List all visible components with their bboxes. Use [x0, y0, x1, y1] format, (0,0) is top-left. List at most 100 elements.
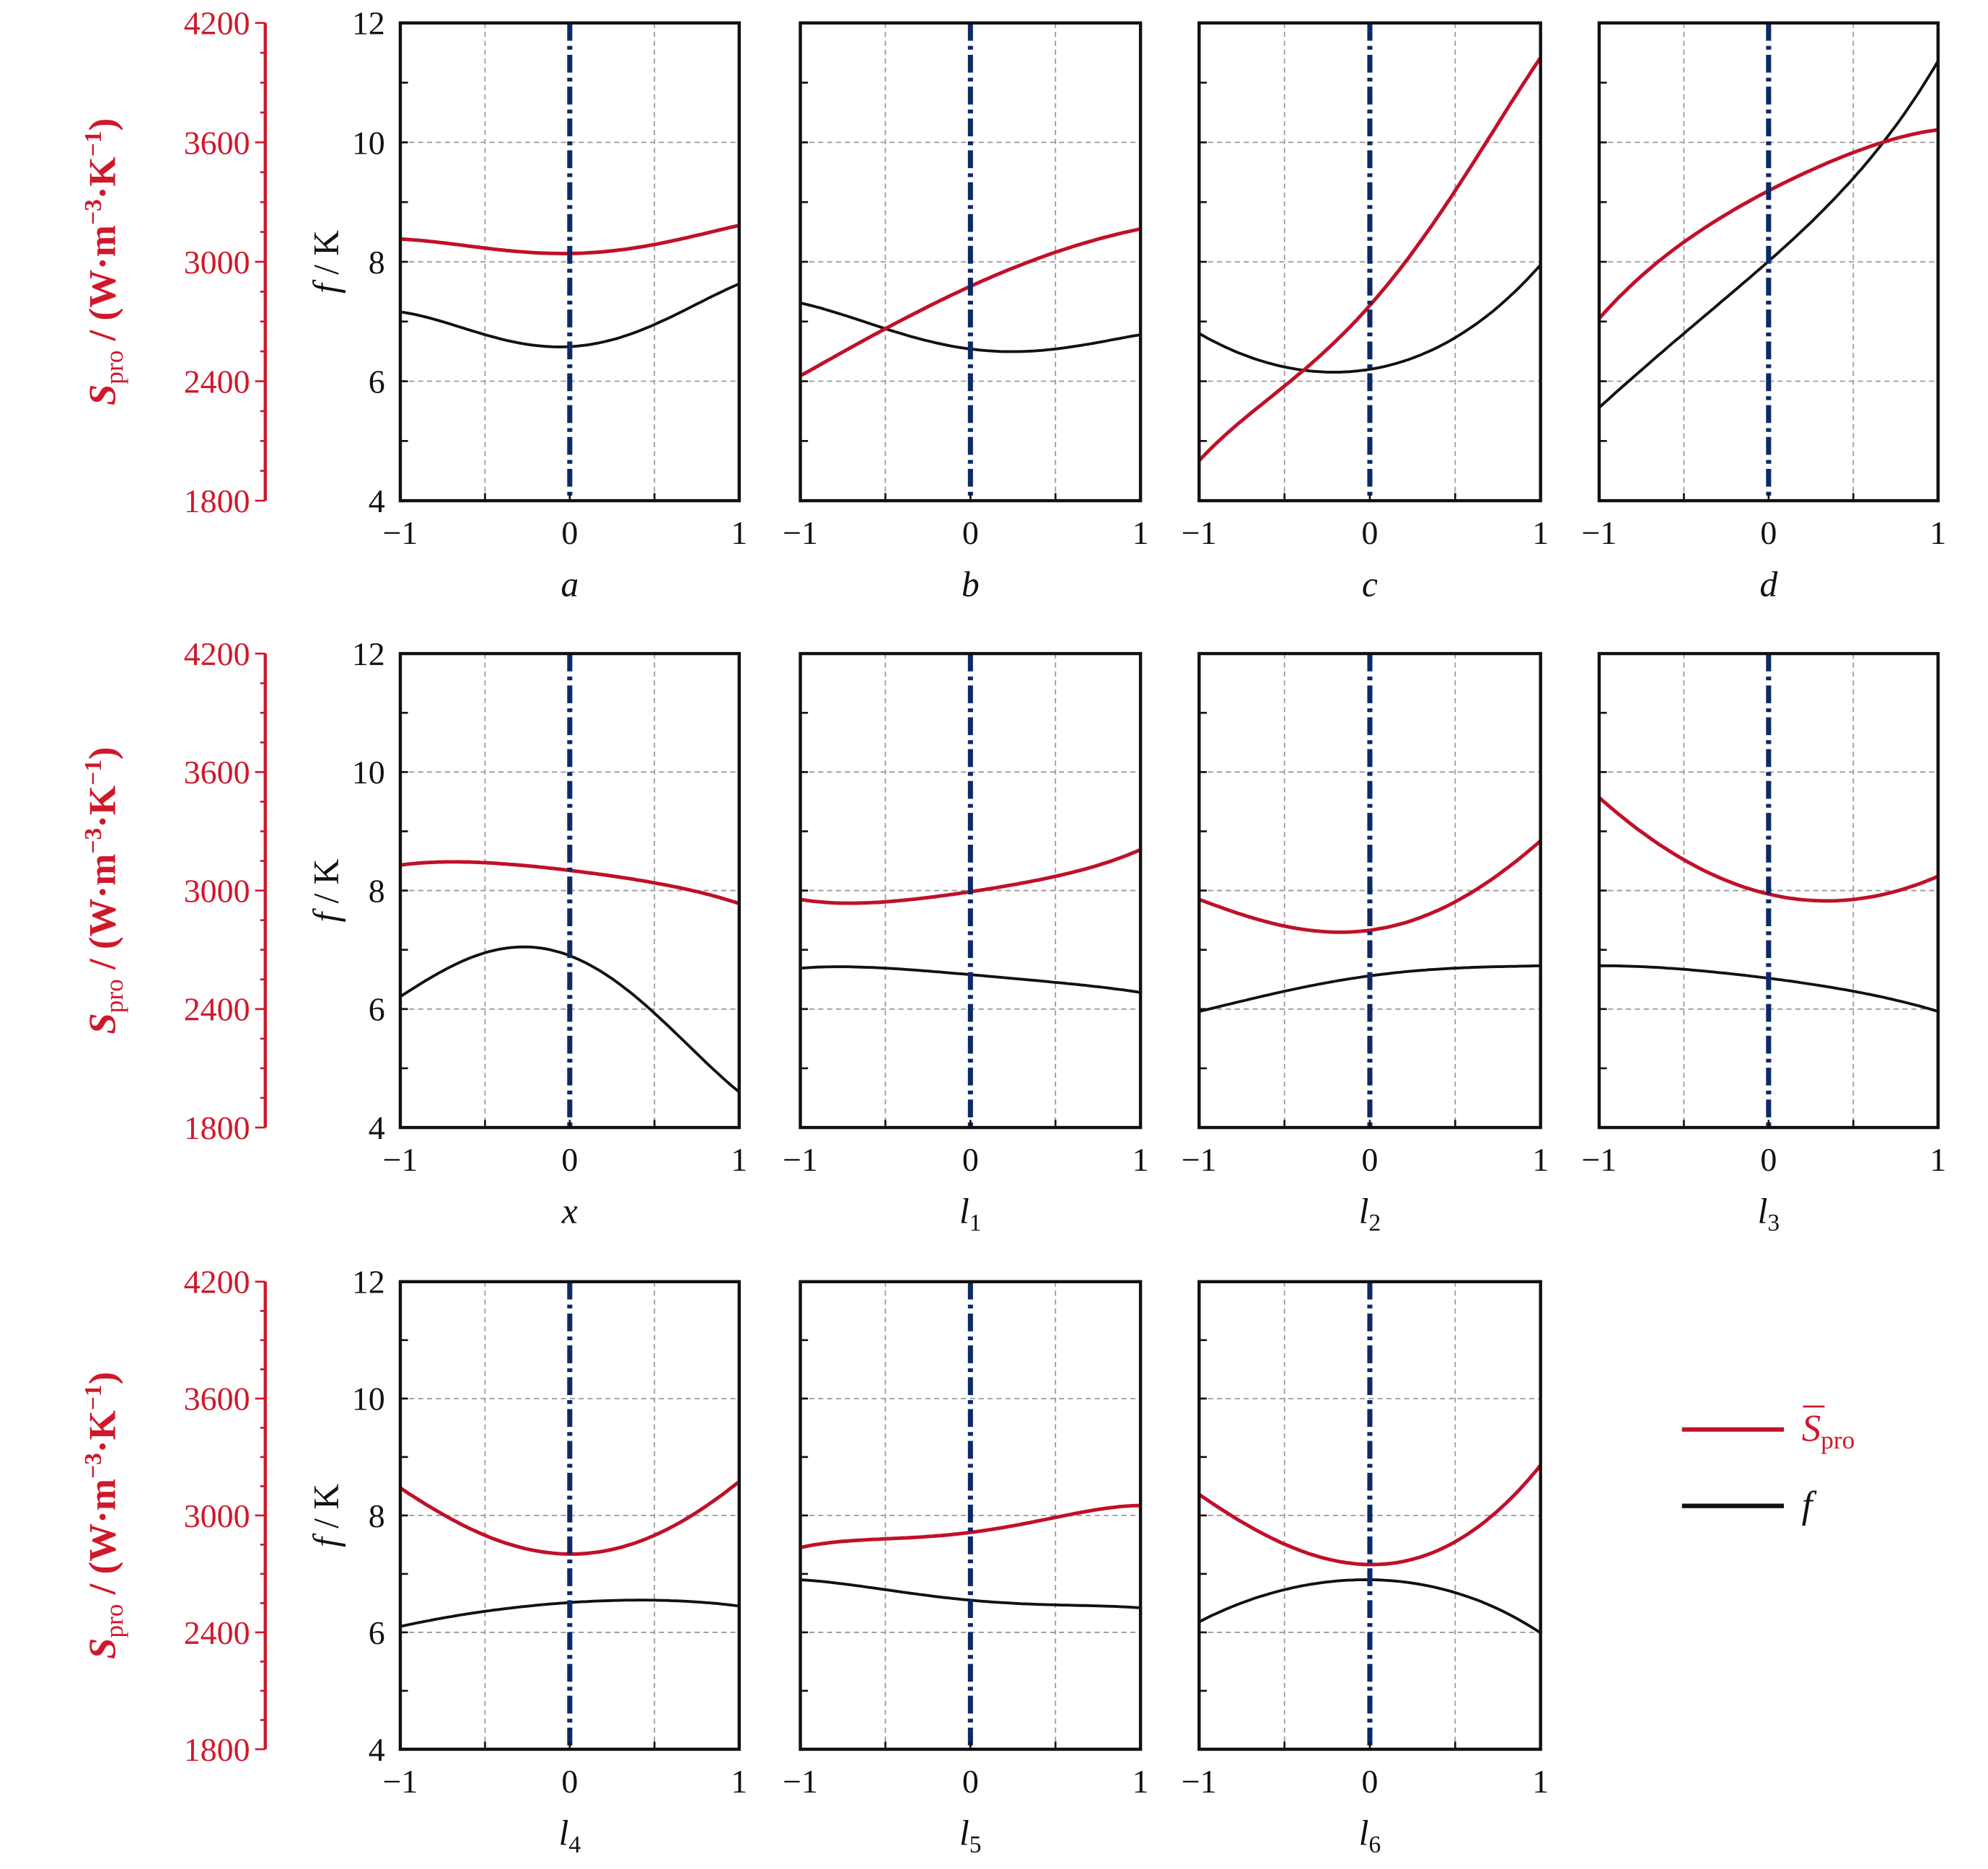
x-tick-label: 0 [561, 1141, 578, 1178]
x-tick-label: 1 [1132, 514, 1149, 551]
series-s-pro-line [1198, 839, 1542, 934]
panel-c: −1 0 1 c [1182, 21, 1549, 604]
red-tick-label: 3000 [184, 872, 250, 909]
y-tick-label: 10 [352, 124, 385, 161]
y-tick-label: 4 [369, 1731, 385, 1768]
red-tick-label: 3600 [184, 1381, 250, 1417]
x-tick-label: 0 [1362, 514, 1378, 551]
x-tick-label: −1 [383, 1763, 418, 1800]
y-axis-label-s-pro: Spro / (W·m−3·K−1) [80, 747, 128, 1034]
red-tick-label: 2400 [184, 991, 250, 1028]
legend-label-f: f [1802, 1485, 1817, 1526]
panel-d: −1 0 1 d [1582, 21, 1946, 604]
x-axis-label: l1 [959, 1192, 982, 1237]
row-axes-1: 4 6 8 10 12 1800 2400 3000 3600 4200 f / K Spro / (… [80, 5, 385, 519]
y-tick-label: 12 [352, 636, 385, 672]
panel-l5: −1 0 1 l5 [783, 1280, 1149, 1858]
x-tick-label: −1 [783, 514, 818, 551]
x-tick-label: 0 [1362, 1763, 1378, 1800]
left-axes: 4 6 8 10 12 1800 2400 3000 3600 4200 f / K Spro / (… [80, 5, 385, 1768]
x-tick-label: 0 [1760, 514, 1777, 551]
x-axis-label: a [560, 565, 579, 604]
y-tick-label: 12 [352, 5, 385, 42]
y-axis-label-s-pro: Spro / (W·m−3·K−1) [80, 118, 128, 405]
red-tick-label: 1800 [184, 1731, 250, 1768]
x-tick-label: 1 [731, 1763, 747, 1800]
y-tick-label: 10 [352, 754, 385, 791]
x-tick-label: 1 [1930, 514, 1946, 551]
panel-l1: −1 0 1 l1 [783, 651, 1149, 1237]
y-tick-label: 6 [369, 991, 385, 1028]
panel-a: −1 0 1 a [383, 21, 747, 604]
x-tick-label: 1 [1930, 1141, 1946, 1178]
red-tick-label: 3000 [184, 244, 250, 281]
series-s-pro-line [800, 1503, 1141, 1549]
x-tick-label: 0 [561, 1763, 578, 1800]
x-axis-label: c [1362, 565, 1378, 604]
x-tick-label: 1 [1532, 1141, 1549, 1178]
y-tick-label: 4 [369, 1109, 385, 1146]
x-tick-label: −1 [783, 1141, 818, 1178]
x-tick-label: −1 [1182, 1763, 1217, 1800]
x-tick-label: 0 [1362, 1141, 1378, 1178]
red-tick-label: 3600 [184, 124, 250, 161]
series-s-pro-line [1197, 56, 1542, 462]
x-tick-label: 0 [962, 1141, 979, 1178]
red-tick-label: 4200 [184, 636, 250, 672]
x-tick-label: 0 [1760, 1141, 1777, 1178]
x-tick-label: 0 [561, 514, 578, 551]
y-axis-label-f: f / K [306, 1484, 346, 1547]
red-tick-label: 4200 [184, 5, 250, 42]
red-tick-label: 1800 [184, 483, 250, 519]
red-tick-label: 3000 [184, 1498, 250, 1534]
y-tick-label: 10 [352, 1381, 385, 1417]
x-axis-label: l3 [1758, 1192, 1780, 1237]
red-tick-label: 4200 [184, 1264, 250, 1301]
x-axis-label: l6 [1359, 1813, 1381, 1858]
x-tick-label: −1 [1582, 1141, 1617, 1178]
x-axis-label: l2 [1359, 1192, 1381, 1237]
panel-x: −1 0 1 x [383, 651, 747, 1231]
y-axis-label-f: f / K [306, 858, 346, 922]
panel-l4: −1 0 1 l4 [383, 1280, 747, 1858]
red-tick-label: 2400 [184, 1614, 250, 1651]
y-tick-label: 6 [369, 1614, 385, 1651]
legend: Spro f [1681, 1405, 1855, 1526]
series-s-pro-line [1197, 1464, 1542, 1567]
x-tick-label: −1 [1582, 514, 1617, 551]
x-tick-label: −1 [1182, 1141, 1217, 1178]
legend-label-s-pro: Spro [1802, 1408, 1855, 1455]
red-tick-label: 3600 [184, 754, 250, 791]
x-axis-label: l4 [559, 1813, 581, 1858]
x-tick-label: −1 [383, 514, 418, 551]
x-tick-label: −1 [783, 1763, 818, 1800]
panel-l6: −1 0 1 l6 [1182, 1280, 1549, 1858]
y-tick-label: 8 [369, 244, 385, 281]
x-axis-label: x [561, 1192, 578, 1231]
y-tick-label: 6 [369, 363, 385, 400]
panel-b: −1 0 1 b [783, 21, 1149, 604]
y-tick-label: 12 [352, 1264, 385, 1301]
x-axis-label: b [962, 565, 980, 604]
panel-l3: −1 0 1 l3 [1582, 651, 1946, 1237]
y-axis-label-s-pro: Spro / (W·m−3·K−1) [80, 1372, 128, 1659]
panels: −1 0 1 a −1 0 1 b −1 0 1 c −1 0 1 d −1 0 1 x −1 0 1 l1 −1 0 1 l2 −1 0… [383, 21, 1946, 1858]
x-tick-label: −1 [383, 1141, 418, 1178]
panel-l2: −1 0 1 l2 [1182, 651, 1549, 1237]
y-tick-label: 8 [369, 1498, 385, 1534]
series-f-line [1198, 263, 1542, 374]
x-tick-label: 1 [1132, 1141, 1149, 1178]
x-tick-label: 1 [1532, 1763, 1549, 1800]
x-tick-label: 1 [1132, 1763, 1149, 1800]
x-tick-label: −1 [1182, 514, 1217, 551]
row-axes-2: 4 6 8 10 12 1800 2400 3000 3600 4200 f / K Spro / (… [80, 636, 385, 1146]
x-tick-label: 0 [962, 1763, 979, 1800]
row-axes-3: 4 6 8 10 12 1800 2400 3000 3600 4200 f / K Spro / (… [80, 1264, 385, 1768]
x-tick-label: 0 [962, 514, 979, 551]
y-tick-label: 8 [369, 872, 385, 909]
red-tick-label: 1800 [184, 1109, 250, 1146]
x-tick-label: 1 [731, 514, 747, 551]
x-axis-label: l5 [959, 1813, 982, 1858]
y-tick-label: 4 [369, 483, 385, 519]
